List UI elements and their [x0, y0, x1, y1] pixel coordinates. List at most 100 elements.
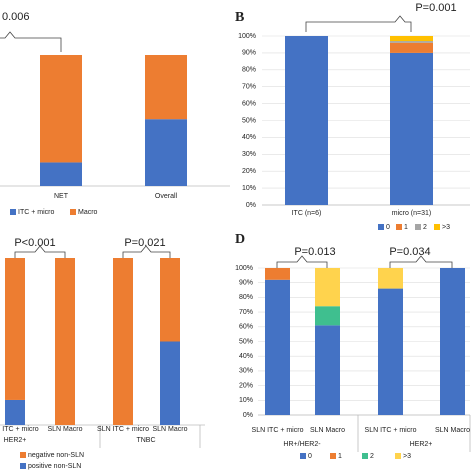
p-value: P=0.034 [389, 246, 430, 258]
legend-swatch [434, 224, 440, 230]
y-tick-label: 30% [239, 368, 253, 375]
legend-label: 1 [338, 453, 342, 460]
bar-segment [315, 306, 340, 326]
bar-segment [378, 288, 403, 415]
bar-segment [390, 42, 433, 53]
y-tick-label: 10% [242, 185, 256, 192]
significance-bracket [0, 31, 62, 52]
bar-segment [160, 258, 180, 342]
y-tick-label: 20% [242, 168, 256, 175]
legend-swatch [362, 453, 368, 459]
panel-label: D [235, 232, 245, 247]
y-tick-label: 100% [235, 265, 253, 272]
x-tick-label: SLN Macro [152, 426, 187, 433]
legend-label: Macro [78, 209, 98, 216]
legend-swatch [20, 463, 26, 469]
p-value: P=0.013 [294, 246, 335, 258]
bar-segment [440, 268, 465, 415]
significance-bracket [389, 255, 453, 268]
legend-swatch [20, 452, 26, 458]
legend-swatch [396, 224, 402, 230]
y-tick-label: 40% [239, 353, 253, 360]
legend-label: negative non-SLN [28, 452, 84, 459]
x-tick-label: SLN ITC + micro [252, 427, 304, 434]
p-value: 0.006 [2, 11, 30, 23]
significance-bracket [276, 255, 328, 268]
legend-swatch [330, 453, 336, 459]
bar-segment [390, 41, 433, 43]
y-tick-label: 60% [242, 100, 256, 107]
group-label: HR+/HER2- [283, 441, 321, 448]
bar-segment [285, 36, 328, 205]
y-tick-label: 0% [246, 202, 256, 209]
legend-label: 0 [386, 224, 390, 231]
legend-swatch [415, 224, 421, 230]
y-tick-label: 60% [239, 324, 253, 331]
p-value: P<0.001 [14, 237, 55, 249]
y-tick-label: 90% [239, 280, 253, 287]
group-label: TNBC [136, 437, 155, 444]
bar-segment [5, 258, 25, 400]
bar-segment [315, 325, 340, 415]
legend-label: 2 [370, 453, 374, 460]
legend-label: ITC + micro [18, 209, 54, 216]
bar-segment [265, 268, 290, 280]
y-tick-label: 100% [238, 33, 256, 40]
x-tick-label: SLN Macro [435, 427, 470, 434]
bar-segment [113, 258, 133, 425]
legend-swatch [10, 209, 16, 215]
x-tick-label: NET [54, 193, 69, 200]
significance-bracket [122, 245, 171, 258]
significance-bracket [305, 15, 412, 32]
x-tick-label: SLN ITC + micro [97, 426, 149, 433]
x-tick-label: micro (n=31) [392, 210, 431, 217]
group-label: HER2+ [410, 441, 433, 448]
legend-label: 2 [423, 224, 427, 231]
p-value: P=0.001 [415, 2, 456, 14]
legend-swatch [378, 224, 384, 230]
legend-label: 0 [308, 453, 312, 460]
bar-segment [145, 119, 187, 186]
bar-segment [315, 268, 340, 307]
x-tick-label: SLN Macro [47, 426, 82, 433]
group-label: HER2+ [4, 437, 27, 444]
y-tick-label: 40% [242, 134, 256, 141]
legend-swatch [395, 453, 401, 459]
significance-bracket [14, 245, 66, 258]
bar-segment [40, 162, 82, 186]
y-tick-label: 50% [242, 117, 256, 124]
x-tick-label: Overall [155, 193, 178, 200]
bar-segment [378, 268, 403, 289]
legend-label: 1 [404, 224, 408, 231]
y-tick-label: 90% [242, 50, 256, 57]
y-tick-label: 0% [243, 412, 253, 419]
bar-segment [160, 341, 180, 425]
bar-segment [5, 399, 25, 425]
y-tick-label: 70% [242, 84, 256, 91]
bar-segment [390, 52, 433, 206]
bar-segment [390, 36, 433, 42]
legend-label: >3 [442, 224, 450, 231]
y-tick-label: 50% [239, 338, 253, 345]
x-tick-label: LN ITC + micro [0, 426, 39, 433]
bar-segment [55, 258, 75, 425]
y-tick-label: 80% [239, 294, 253, 301]
legend-swatch [300, 453, 306, 459]
y-tick-label: 30% [242, 151, 256, 158]
y-tick-label: 10% [239, 397, 253, 404]
panel-label: B [235, 10, 244, 25]
bar-segment [265, 279, 290, 415]
y-tick-label: 70% [239, 309, 253, 316]
x-tick-label: ITC (n=6) [292, 210, 322, 217]
bar-segment [40, 55, 82, 163]
legend-label: positive non-SLN [28, 463, 81, 470]
y-tick-label: 80% [242, 67, 256, 74]
y-tick-label: 20% [239, 382, 253, 389]
x-tick-label: SLN ITC + micro [365, 427, 417, 434]
legend-swatch [70, 209, 76, 215]
bar-segment [145, 55, 187, 120]
x-tick-label: SLN Macro [310, 427, 345, 434]
legend-label: >3 [403, 453, 411, 460]
p-value: P=0.021 [124, 237, 165, 249]
